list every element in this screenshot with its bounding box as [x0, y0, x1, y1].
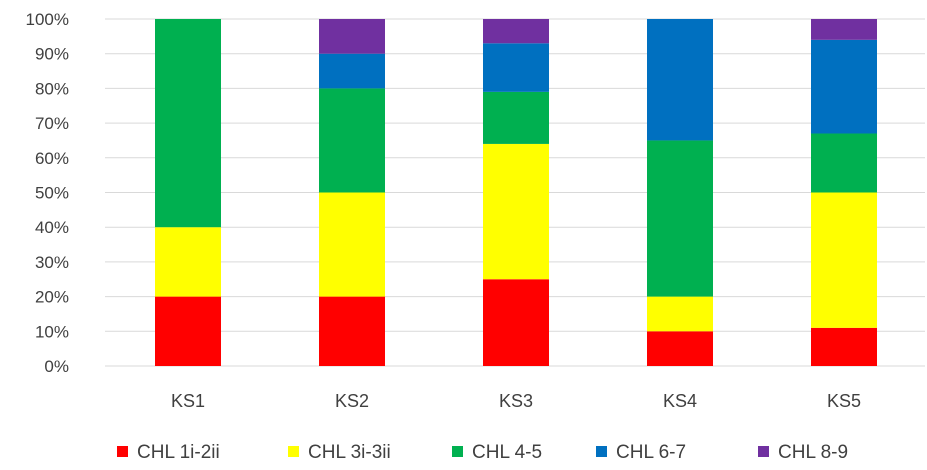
bar-segment	[811, 133, 877, 193]
bar-segment	[811, 192, 877, 328]
x-axis-categories: KS1 KS2 KS3 KS4 KS5	[171, 391, 861, 411]
x-category-label: KS2	[335, 391, 369, 411]
bar-segment	[647, 140, 713, 297]
x-category-label: KS1	[171, 391, 205, 411]
bar-segment	[319, 19, 385, 54]
y-tick-label: 100%	[26, 10, 69, 29]
bar-segment	[155, 19, 221, 228]
y-tick-label: 30%	[35, 253, 69, 272]
legend-label: CHL 1i-2ii	[137, 442, 220, 463]
bars	[155, 19, 877, 366]
legend-swatch	[758, 446, 769, 457]
legend-label: CHL 3i-3ii	[308, 442, 391, 463]
bar-segment	[319, 88, 385, 193]
legend-swatch	[596, 446, 607, 457]
bar-segment	[319, 53, 385, 89]
y-tick-label: 90%	[35, 45, 69, 64]
y-tick-label: 50%	[35, 184, 69, 203]
legend-swatch	[117, 446, 128, 457]
bar-segment	[647, 19, 713, 141]
bar-segment	[811, 327, 877, 366]
bar-segment	[155, 296, 221, 366]
bar-segment	[483, 19, 549, 44]
legend-item: CHL 4-5	[452, 442, 542, 463]
bar-segment	[483, 143, 549, 280]
legend-swatch	[288, 446, 299, 457]
y-tick-label: 60%	[35, 149, 69, 168]
y-tick-label: 10%	[35, 322, 69, 341]
legend-item: CHL 8-9	[758, 442, 848, 463]
y-tick-label: 0%	[44, 357, 69, 376]
bar-segment	[319, 296, 385, 366]
legend-label: CHL 4-5	[472, 442, 542, 463]
bar-segment	[483, 279, 549, 366]
legend-label: CHL 6-7	[616, 442, 686, 463]
bar-segment	[155, 227, 221, 297]
bar-segment	[483, 43, 549, 92]
y-tick-label: 40%	[35, 218, 69, 237]
legend-swatch	[452, 446, 463, 457]
y-axis-ticks: 0% 10% 20% 30% 40% 50% 60% 70% 80% 90% 100%	[26, 10, 69, 376]
x-category-label: KS4	[663, 391, 697, 411]
y-tick-label: 70%	[35, 114, 69, 133]
bar-segment	[319, 192, 385, 297]
bar-segment	[483, 91, 549, 144]
x-category-label: KS5	[827, 391, 861, 411]
legend-item: CHL 3i-3ii	[288, 442, 391, 463]
legend-item: CHL 1i-2ii	[117, 442, 220, 463]
legend-item: CHL 6-7	[596, 442, 686, 463]
x-category-label: KS3	[499, 391, 533, 411]
bar-segment	[811, 39, 877, 134]
bar-segment	[647, 296, 713, 332]
legend: CHL 1i-2ii CHL 3i-3ii CHL 4-5 CHL 6-7 CHL 8-…	[117, 442, 848, 463]
y-tick-label: 80%	[35, 79, 69, 98]
bar-segment	[647, 331, 713, 366]
legend-label: CHL 8-9	[778, 442, 848, 463]
bar-segment	[811, 19, 877, 40]
y-tick-label: 20%	[35, 288, 69, 307]
